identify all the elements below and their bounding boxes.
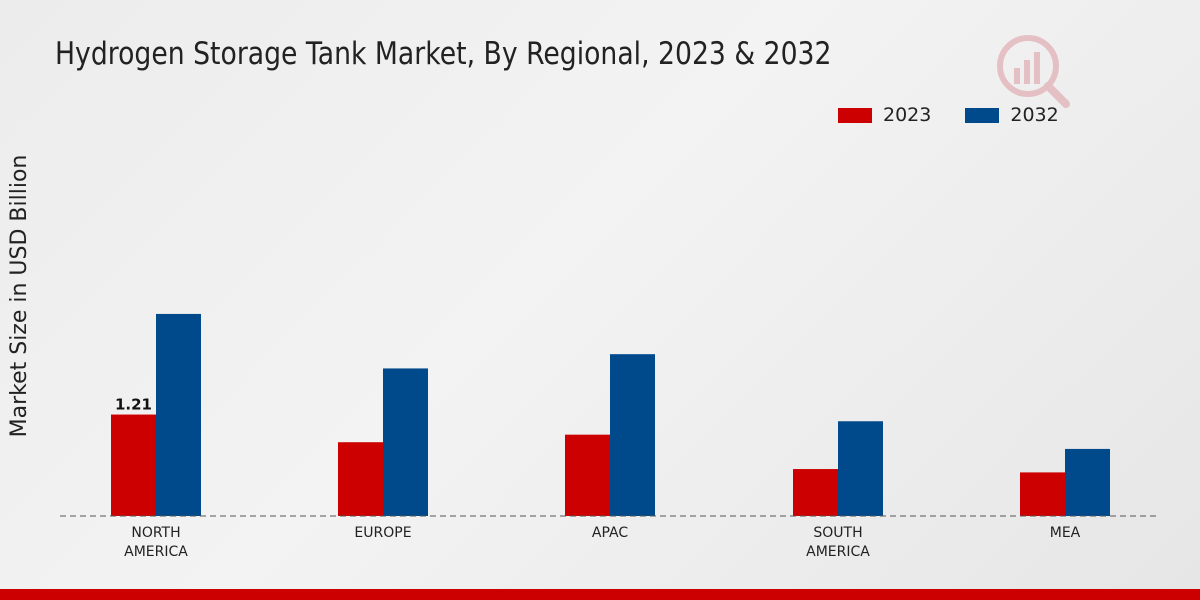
bar-2032-apac (610, 354, 655, 516)
bar-2023-apac (565, 434, 610, 516)
x-tick-label-south-america-line2: AMERICA (806, 544, 870, 560)
bar-2023-mea (1020, 472, 1065, 516)
legend-label-2032: 2032 (1010, 104, 1059, 126)
legend-item-2032: 2032 (965, 104, 1059, 126)
legend-swatch-2032 (965, 107, 1000, 123)
bar-2032-north-america (156, 313, 201, 516)
x-tick-label-apac: APAC (592, 525, 628, 541)
bar-2023-europe (338, 442, 383, 516)
legend-item-2023: 2023 (838, 104, 931, 126)
bar-2032-europe (383, 368, 428, 516)
y-axis-label: Market Size in USD Billion (7, 155, 32, 438)
footer-bar (0, 589, 1200, 600)
data-label-2023-north-america: 1.21 (115, 396, 152, 414)
x-tick-label-north-america-line2: AMERICA (124, 544, 188, 560)
legend: 2023 2032 (838, 104, 1093, 126)
bar-2032-mea (1065, 448, 1110, 516)
legend-swatch-2023 (838, 107, 872, 123)
x-tick-label-north-america-line1: NORTH (131, 525, 180, 541)
legend-label-2023: 2023 (883, 104, 932, 126)
x-tick-label-south-america-line1: SOUTH (813, 525, 862, 541)
bar-2023-south-america (793, 469, 838, 516)
x-tick-label-europe: EUROPE (354, 525, 411, 541)
x-tick-label-mea: MEA (1050, 525, 1081, 541)
bar-2023-north-america (111, 414, 156, 516)
chart-title: Hydrogen Storage Tank Market, By Regiona… (55, 36, 832, 72)
bar-2032-south-america (838, 421, 883, 516)
watermark-logo-icon (997, 35, 1070, 108)
